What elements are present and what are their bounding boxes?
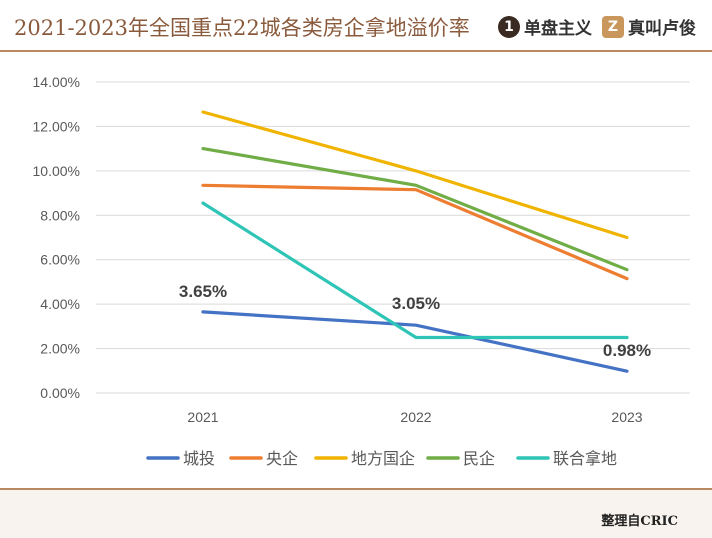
- data-label: 0.98%: [603, 341, 651, 360]
- chart-title: 2021-2023年全国重点22城各类房企拿地溢价率: [14, 16, 470, 40]
- x-tick-label: 2023: [611, 409, 642, 425]
- footer-divider: [0, 488, 712, 490]
- legend-label: 联合拿地: [553, 449, 617, 468]
- brand-zhenjiao-name: 真叫卢俊: [628, 19, 696, 39]
- x-tick-label: 2022: [400, 409, 431, 425]
- line-chart: 0.00% 2.00% 4.00% 6.00% 8.00% 10.00% 12.00% 14.…: [33, 74, 690, 468]
- series-line: [201, 310, 629, 373]
- y-tick-label: 6.00%: [40, 252, 80, 268]
- series-line: [201, 183, 629, 281]
- danpan-logo-icon: 1: [498, 15, 520, 38]
- brand-zhenjiao: Z 真叫卢俊: [602, 14, 696, 39]
- legend-label: 民企: [463, 449, 495, 468]
- legend-label: 地方国企: [351, 449, 415, 468]
- y-tick-label: 12.00%: [33, 118, 80, 134]
- y-tick-label: 2.00%: [40, 341, 80, 357]
- source-note: 整理自CRIC: [601, 514, 678, 529]
- y-tick-label: 10.00%: [33, 163, 80, 179]
- legend-label: 央企: [266, 449, 298, 468]
- y-tick-label: 14.00%: [33, 74, 80, 90]
- data-label: 3.05%: [392, 294, 440, 313]
- y-tick-label: 4.00%: [40, 296, 80, 312]
- legend-label: 城投: [183, 449, 215, 468]
- header-divider: [0, 50, 712, 52]
- x-tick-label: 2021: [187, 409, 218, 425]
- y-tick-label: 0.00%: [40, 385, 80, 401]
- data-label: 3.65%: [179, 282, 227, 301]
- brand-danpan-name: 单盘主义: [524, 19, 592, 39]
- header-bar: 2021-2023年全国重点22城各类房企拿地溢价率 1 单盘主义 Z 真叫卢俊: [0, 0, 712, 52]
- footer-band: [0, 490, 712, 538]
- zhenjiao-logo-icon: Z: [602, 15, 624, 38]
- y-tick-label: 8.00%: [40, 207, 80, 223]
- series-line: [201, 110, 629, 240]
- brand-danpan: 1 单盘主义: [498, 14, 592, 39]
